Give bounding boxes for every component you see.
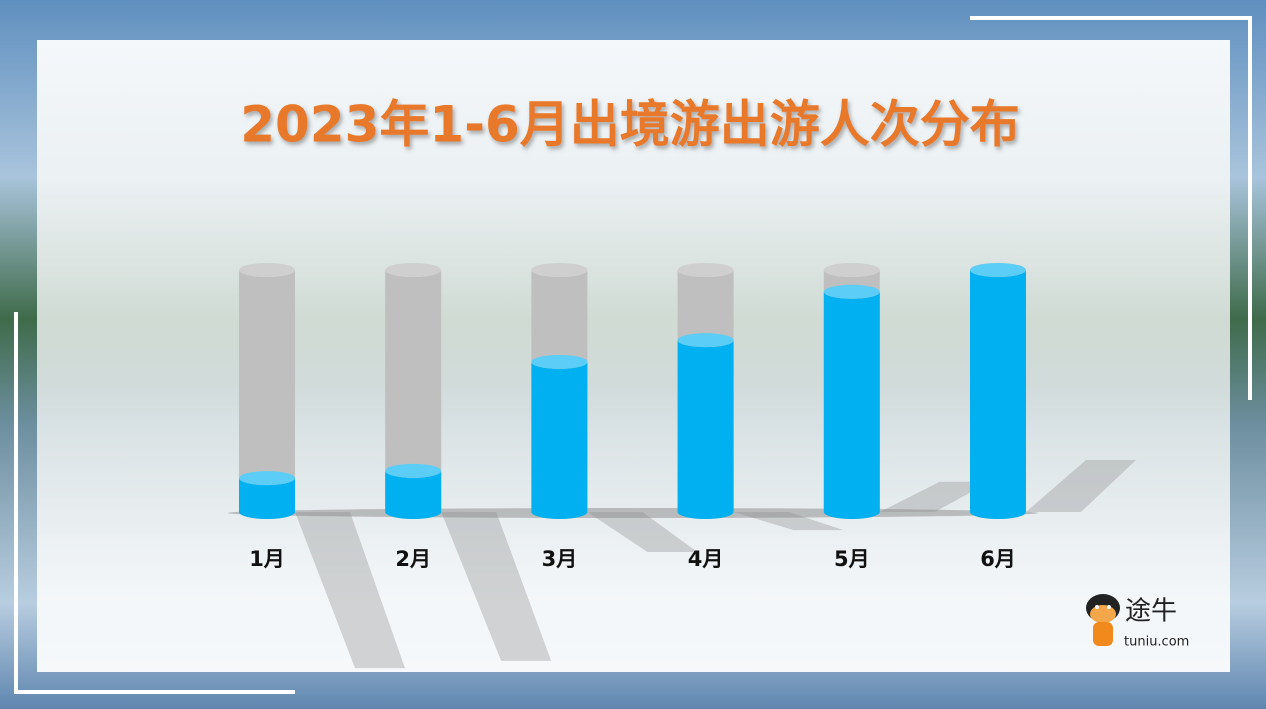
chart-title: 2023年1-6月出境游出游人次分布 bbox=[240, 96, 1020, 154]
x-tick-label: 2月 bbox=[395, 547, 431, 571]
cylinder-track-top bbox=[823, 263, 880, 277]
bar bbox=[823, 291, 880, 519]
bar-shadow bbox=[441, 512, 552, 661]
x-tick-label: 5月 bbox=[834, 547, 870, 571]
logo: 途牛 tuniu.com bbox=[1086, 594, 1189, 650]
bar-top bbox=[970, 263, 1026, 277]
cylinder-track bbox=[385, 270, 442, 519]
x-tick-label: 6月 bbox=[980, 547, 1016, 571]
bar-top bbox=[677, 333, 734, 348]
bar-top bbox=[531, 354, 588, 369]
cylinder-track-top bbox=[385, 263, 442, 277]
x-tick-label: 3月 bbox=[542, 547, 578, 571]
bar-top bbox=[385, 463, 442, 478]
bar-top bbox=[239, 471, 295, 486]
corner-lines bbox=[14, 16, 1252, 694]
bar-shadow bbox=[733, 512, 844, 531]
bar bbox=[385, 470, 442, 519]
bar-shadow bbox=[295, 512, 405, 669]
logo-url: tuniu.com bbox=[1124, 635, 1189, 650]
bar-shadow bbox=[879, 481, 990, 512]
panel bbox=[37, 40, 1230, 672]
bar bbox=[531, 361, 588, 519]
logo-name: 途牛 bbox=[1125, 597, 1177, 627]
cylinder-track-top bbox=[239, 263, 295, 277]
cylinder-track-top bbox=[677, 263, 734, 277]
bar-shadow bbox=[587, 512, 698, 552]
x-tick-label: 4月 bbox=[688, 547, 724, 571]
cylinder-track-top bbox=[531, 263, 588, 277]
cylinder-track bbox=[239, 270, 295, 519]
bar-shadow bbox=[1026, 460, 1136, 512]
bar bbox=[239, 478, 296, 519]
x-tick-label: 1月 bbox=[249, 547, 285, 571]
bar bbox=[970, 270, 1026, 519]
bar bbox=[677, 340, 734, 519]
bar-top bbox=[823, 284, 880, 299]
